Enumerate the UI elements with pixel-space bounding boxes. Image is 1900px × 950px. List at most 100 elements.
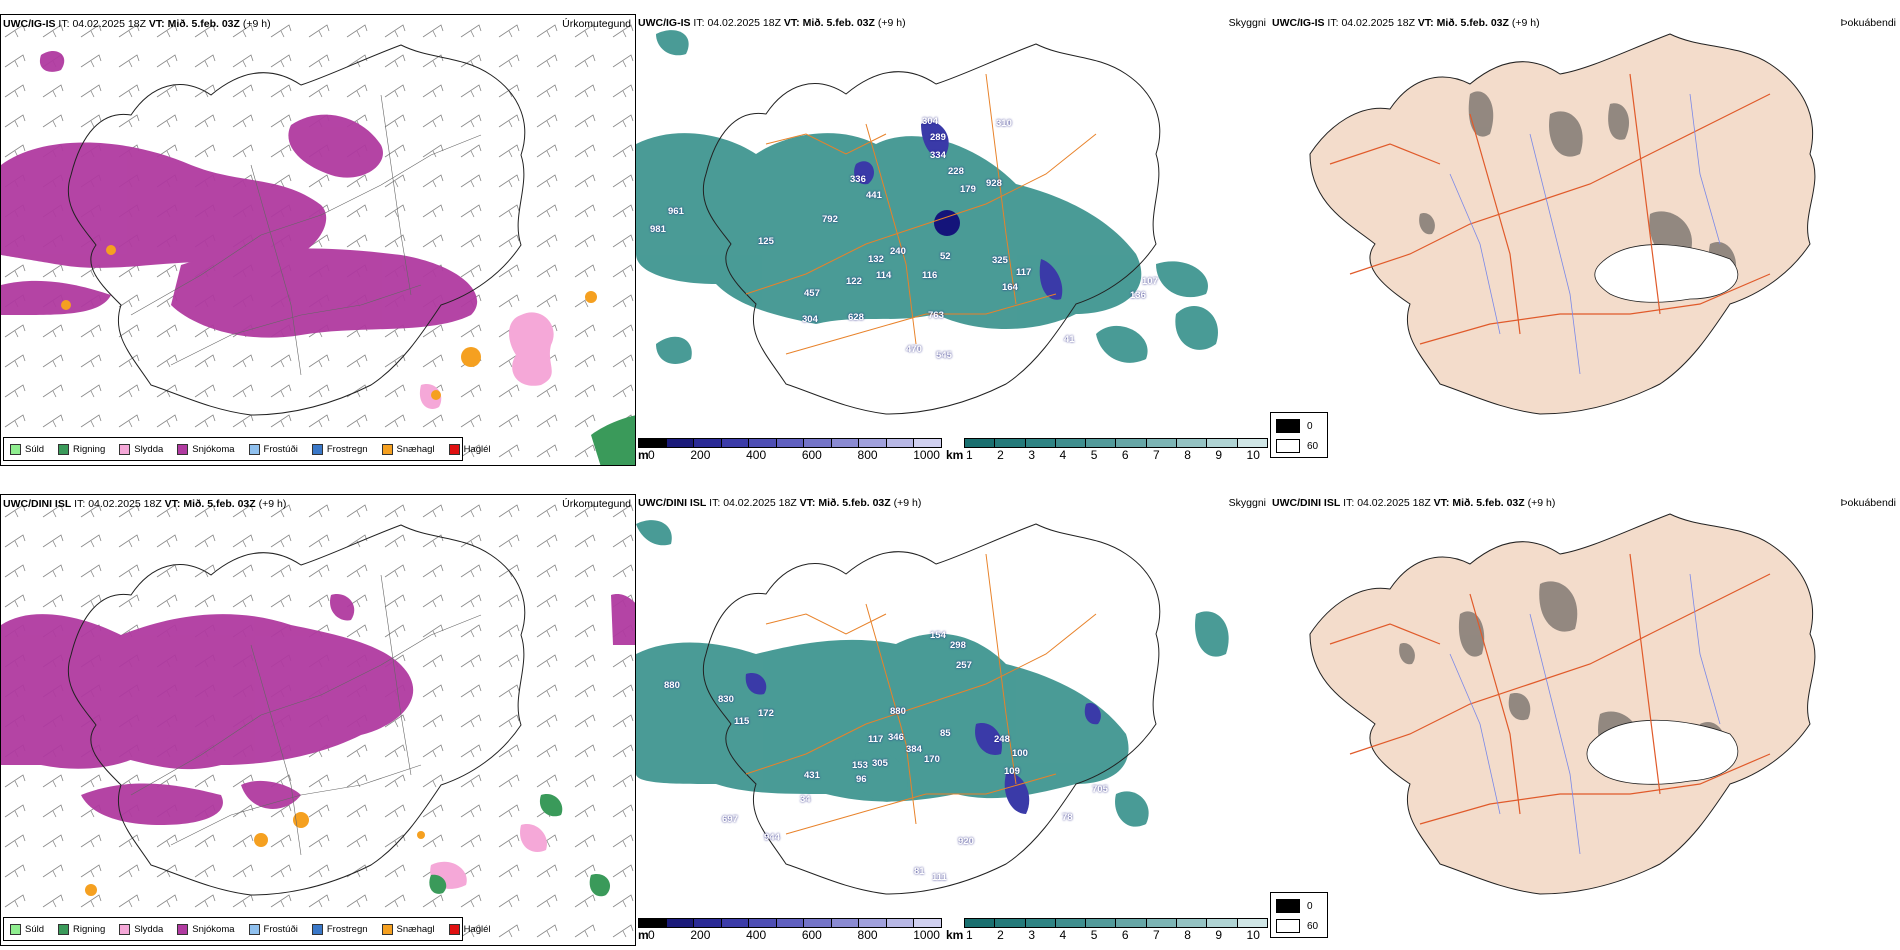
legend-item: Slydda bbox=[119, 443, 163, 455]
iceland-land bbox=[1309, 33, 1816, 415]
cloud-value-label: 961 bbox=[668, 206, 684, 217]
panel-title-precip: Úrkomutegund bbox=[562, 498, 631, 510]
cloud-value-label: 336 bbox=[850, 174, 866, 185]
panel-title-cloud: Skyggni bbox=[1228, 17, 1266, 29]
cloud-visibility-panel-bottom: UWC/DINI ISL IT: 04.02.2025 18Z VT: Mið.… bbox=[636, 494, 1270, 946]
panel-header: UWC/DINI ISL IT: 04.02.2025 18Z VT: Mið.… bbox=[638, 497, 922, 509]
cloud-map-bottom bbox=[636, 520, 1229, 895]
legend-item: Snjókoma bbox=[177, 443, 235, 455]
legend-item: Rigning bbox=[58, 923, 105, 935]
cloud-value-label: 117 bbox=[1016, 267, 1032, 278]
iceland-outline bbox=[702, 43, 1161, 415]
cloud-value-label: 298 bbox=[950, 640, 966, 651]
legend-item: Slydda bbox=[119, 923, 163, 935]
cloudbase-ticks: 0 200 400 600 800 1000 bbox=[648, 448, 940, 462]
cloud-value-label: 111 bbox=[932, 872, 947, 883]
legend-item: Snjókoma bbox=[177, 923, 235, 935]
glacier-area bbox=[1594, 244, 1739, 303]
visibility-area bbox=[636, 30, 1218, 364]
cloud-value-label: 96 bbox=[856, 774, 867, 785]
rain-area bbox=[429, 794, 611, 897]
cloud-value-label: 164 bbox=[1002, 282, 1018, 293]
graupel-area bbox=[85, 812, 425, 896]
cloudbase-ticks: 0 200 400 600 800 1000 bbox=[648, 928, 940, 942]
legend-item: Frostregn bbox=[311, 443, 368, 455]
road-network bbox=[745, 553, 1097, 835]
cloud-value-label: 289 bbox=[930, 132, 946, 143]
graupel-area bbox=[61, 245, 597, 400]
snow-area bbox=[1, 50, 478, 338]
cloud-value-label: 334 bbox=[930, 150, 946, 161]
iceland-outline bbox=[67, 524, 526, 896]
sleet-area bbox=[419, 312, 554, 409]
cloud-value-label: 944 bbox=[764, 832, 780, 843]
precip-type-panel-top: UWC/IG-IS IT: 04.02.2025 18Z VT: Mið. 5.… bbox=[0, 14, 636, 466]
panel-title-fog: Þokuábendi bbox=[1840, 17, 1896, 29]
panel-title-precip: Úrkomutegund bbox=[562, 18, 631, 30]
legend-item: Snæhagl bbox=[381, 923, 435, 935]
cloud-value-label: 431 bbox=[804, 770, 820, 781]
cloud-value-label: 34 bbox=[800, 794, 811, 805]
legend-item: Súld bbox=[10, 923, 44, 935]
precip-legend: Súld Rigning Slydda Snjókoma Frostúði Fr… bbox=[3, 437, 491, 461]
cloud-value-label: 705 bbox=[1092, 784, 1108, 795]
panel-header: UWC/DINI ISL IT: 04.02.2025 18Z VT: Mið.… bbox=[1272, 497, 1556, 509]
snow-area bbox=[1, 593, 635, 825]
visibility-unit: km bbox=[946, 448, 964, 462]
cloud-value-label: 304 bbox=[922, 116, 938, 127]
cloud-value-label: 122 bbox=[846, 276, 862, 287]
cloud-value-label: 228 bbox=[948, 166, 964, 177]
cloud-value-label: 920 bbox=[958, 836, 974, 847]
panel-title-cloud: Skyggni bbox=[1228, 497, 1266, 509]
cloud-value-label: 109 bbox=[1004, 766, 1020, 777]
cloud-value-label: 310 bbox=[996, 118, 1012, 129]
cloud-value-label: 257 bbox=[956, 660, 972, 671]
river-network bbox=[1449, 573, 1721, 855]
cloud-value-label: 628 bbox=[848, 312, 864, 323]
cloud-value-label: 305 bbox=[872, 758, 888, 769]
visibility-unit: km bbox=[946, 928, 964, 942]
fog-map-top bbox=[1309, 33, 1816, 415]
visibility-colorbar bbox=[964, 918, 1268, 928]
cloud-value-label: 154 bbox=[930, 630, 946, 641]
cloud-map-top bbox=[636, 30, 1218, 415]
visibility-ticks: 1 2 3 4 5 6 7 8 9 10 bbox=[966, 928, 1260, 942]
legend-item: Rigning bbox=[58, 443, 105, 455]
legend-item: Súld bbox=[10, 443, 44, 455]
cloud-value-label: 325 bbox=[992, 255, 1008, 266]
cloud-value-label: 697 bbox=[722, 814, 738, 825]
legend-item: Frostúði bbox=[248, 443, 298, 455]
cloud-value-label: 346 bbox=[888, 732, 904, 743]
precip-type-panel-bottom: UWC/DINI ISL IT: 04.02.2025 18Z VT: Mið.… bbox=[0, 494, 636, 946]
cloud-value-label: 78 bbox=[1062, 812, 1073, 823]
cloud-value-label: 304 bbox=[802, 314, 818, 325]
cloud-value-label: 441 bbox=[866, 190, 882, 201]
panel-header: UWC/IG-IS IT: 04.02.2025 18Z VT: Mið. 5.… bbox=[3, 18, 271, 30]
cloud-value-label: 52 bbox=[940, 251, 951, 262]
cloud-value-label: 240 bbox=[890, 246, 906, 257]
cloud-value-label: 172 bbox=[758, 708, 774, 719]
cloud-value-label: 928 bbox=[986, 178, 1002, 189]
panel-header: UWC/IG-IS IT: 04.02.2025 18Z VT: Mið. 5.… bbox=[638, 17, 906, 29]
legend-item: Frostregn bbox=[311, 923, 368, 935]
cloud-value-label: 470 bbox=[906, 344, 922, 355]
cloud-value-label: 116 bbox=[922, 270, 938, 281]
road-network bbox=[1329, 553, 1771, 825]
cloud-value-label: 830 bbox=[718, 694, 734, 705]
road-network bbox=[130, 94, 482, 376]
legend-item: Snæhagl bbox=[381, 443, 435, 455]
cloud-value-label: 763 bbox=[928, 310, 944, 321]
fog-index-panel-bottom: UWC/DINI ISL IT: 04.02.2025 18Z VT: Mið.… bbox=[1270, 494, 1900, 946]
visibility-ticks: 1 2 3 4 5 6 7 8 9 10 bbox=[966, 448, 1260, 462]
cloud-value-label: 545 bbox=[936, 350, 952, 361]
cloud-value-label: 117 bbox=[868, 734, 884, 745]
cloud-value-label: 792 bbox=[822, 214, 838, 225]
cloudbase-unit: m bbox=[638, 448, 649, 462]
road-network bbox=[130, 574, 482, 856]
cloud-value-label: 880 bbox=[890, 706, 906, 717]
legend-item: Haglél bbox=[448, 923, 491, 935]
cloud-value-label: 132 bbox=[868, 254, 884, 265]
cloud-value-label: 125 bbox=[758, 236, 774, 247]
cloud-visibility-panel-top: UWC/IG-IS IT: 04.02.2025 18Z VT: Mið. 5.… bbox=[636, 14, 1270, 466]
precip-map-bottom bbox=[1, 495, 635, 945]
